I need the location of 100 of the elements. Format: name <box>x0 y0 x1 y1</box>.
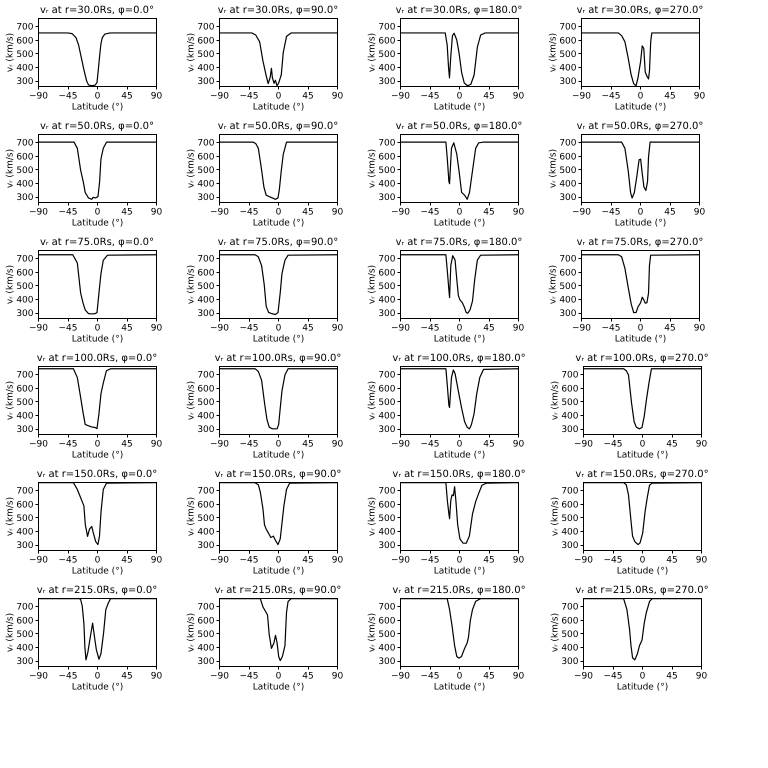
y-tick-label: 500 <box>559 282 577 292</box>
y-axis-title: vᵣ (km/s) <box>5 612 16 652</box>
y-axis-title: vᵣ (km/s) <box>5 380 16 420</box>
x-tick-label: 90 <box>150 92 162 102</box>
y-tick-label: 400 <box>16 411 34 422</box>
x-tick-label: 45 <box>302 672 314 682</box>
y-tick-label: 500 <box>197 514 215 524</box>
x-tick-label: 45 <box>664 92 676 102</box>
y-tick-label: 300 <box>378 77 396 88</box>
y-tick-label: 300 <box>378 541 396 552</box>
chart-title: vᵣ at r=100.0Rs, φ=90.0° <box>214 353 342 364</box>
x-tick-label: 45 <box>302 556 314 566</box>
x-axis-title: Latitude (°) <box>72 450 124 460</box>
y-tick-label: 400 <box>561 411 579 422</box>
x-tick-label: −45 <box>58 556 78 566</box>
x-axis-title: Latitude (°) <box>434 682 486 692</box>
y-tick-label: 600 <box>16 152 34 162</box>
chart-title: vᵣ at r=215.0Rs, φ=0.0° <box>36 585 158 596</box>
y-tick-label: 400 <box>16 179 34 190</box>
x-tick-label: 90 <box>694 92 706 102</box>
y-tick-label: 700 <box>16 486 34 497</box>
x-tick-label: 90 <box>332 672 344 682</box>
y-tick-label: 300 <box>197 425 215 436</box>
x-tick-label: 45 <box>664 324 676 334</box>
x-tick-label: 45 <box>483 92 495 102</box>
y-tick-label: 700 <box>16 602 34 613</box>
x-tick-label: 90 <box>694 208 706 218</box>
x-axis-title: Latitude (°) <box>72 218 124 228</box>
y-tick-label: 600 <box>16 268 34 278</box>
chart-title: vᵣ at r=30.0Rs, φ=0.0° <box>40 5 154 16</box>
y-tick-label: 500 <box>197 630 215 640</box>
y-tick-label: 700 <box>378 486 396 497</box>
y-tick-label: 500 <box>197 50 215 60</box>
x-tick-label: 90 <box>332 556 344 566</box>
chart-title: vᵣ at r=75.0Rs, φ=0.0° <box>40 237 154 248</box>
chart-title: vᵣ at r=75.0Rs, φ=90.0° <box>218 237 338 248</box>
y-tick-label: 700 <box>197 254 215 265</box>
y-tick-label: 500 <box>561 514 579 524</box>
x-tick-label: 45 <box>121 440 133 450</box>
y-axis-title: vᵣ (km/s) <box>367 496 378 536</box>
x-tick-label: 45 <box>121 556 133 566</box>
x-tick-label: −90 <box>29 92 48 102</box>
y-tick-label: 700 <box>197 22 215 33</box>
y-tick-label: 300 <box>197 657 215 668</box>
x-axis-title: Latitude (°) <box>252 218 304 228</box>
y-tick-label: 300 <box>561 541 579 552</box>
chart-title: vᵣ at r=50.0Rs, φ=90.0° <box>218 121 338 132</box>
x-tick-label: −90 <box>572 324 592 334</box>
y-tick-label: 700 <box>16 22 34 33</box>
y-tick-label: 500 <box>16 282 34 292</box>
x-tick-label: −45 <box>58 208 78 218</box>
y-tick-label: 400 <box>378 643 396 654</box>
x-axis-title: Latitude (°) <box>252 102 304 112</box>
x-tick-label: −90 <box>29 208 48 218</box>
y-tick-label: 300 <box>197 541 215 552</box>
y-tick-label: 400 <box>16 527 34 538</box>
x-axis-title: Latitude (°) <box>252 450 304 460</box>
chart-title: vᵣ at r=100.0Rs, φ=180.0° <box>392 353 526 364</box>
x-tick-label: −45 <box>240 556 258 566</box>
chart-title: vᵣ at r=30.0Rs, φ=90.0° <box>218 5 338 16</box>
x-axis-title: Latitude (°) <box>434 218 486 228</box>
x-tick-label: 90 <box>150 556 162 566</box>
y-tick-label: 700 <box>16 138 34 149</box>
x-tick-label: 45 <box>664 208 676 218</box>
x-tick-label: 45 <box>121 324 133 334</box>
x-axis-title: Latitude (°) <box>614 102 666 112</box>
x-tick-label: −90 <box>210 440 230 450</box>
y-tick-label: 500 <box>16 166 34 176</box>
x-tick-label: 90 <box>512 324 524 334</box>
y-tick-label: 500 <box>16 514 34 524</box>
y-axis-title: vᵣ (km/s) <box>550 380 560 420</box>
x-tick-label: 45 <box>121 672 133 682</box>
y-axis-title: vᵣ (km/s) <box>186 496 196 536</box>
y-tick-label: 300 <box>378 425 396 436</box>
y-tick-label: 400 <box>559 295 577 306</box>
y-tick-label: 700 <box>559 254 577 265</box>
x-tick-label: −90 <box>572 208 592 218</box>
y-tick-label: 600 <box>378 268 396 278</box>
y-tick-label: 300 <box>378 193 396 204</box>
x-tick-label: 90 <box>150 324 162 334</box>
y-tick-label: 600 <box>16 616 34 626</box>
x-tick-label: −45 <box>240 92 258 102</box>
x-tick-label: −45 <box>240 208 258 218</box>
x-tick-label: 0 <box>94 556 101 566</box>
chart-title: vᵣ at r=75.0Rs, φ=180.0° <box>396 237 522 248</box>
y-tick-label: 500 <box>378 630 396 640</box>
y-tick-label: 400 <box>378 295 396 306</box>
y-tick-label: 300 <box>16 425 34 436</box>
x-tick-label: 0 <box>276 440 282 450</box>
y-tick-label: 300 <box>16 77 34 88</box>
y-tick-label: 600 <box>378 152 396 162</box>
y-tick-label: 600 <box>378 616 396 626</box>
x-tick-label: 90 <box>696 672 708 682</box>
chart-title: vᵣ at r=50.0Rs, φ=0.0° <box>40 121 154 132</box>
x-tick-label: 90 <box>332 92 344 102</box>
x-tick-label: 90 <box>512 440 524 450</box>
y-axis-title: vᵣ (km/s) <box>186 612 196 652</box>
y-tick-label: 400 <box>197 643 215 654</box>
y-tick-label: 400 <box>197 295 215 306</box>
x-tick-label: 45 <box>483 208 495 218</box>
